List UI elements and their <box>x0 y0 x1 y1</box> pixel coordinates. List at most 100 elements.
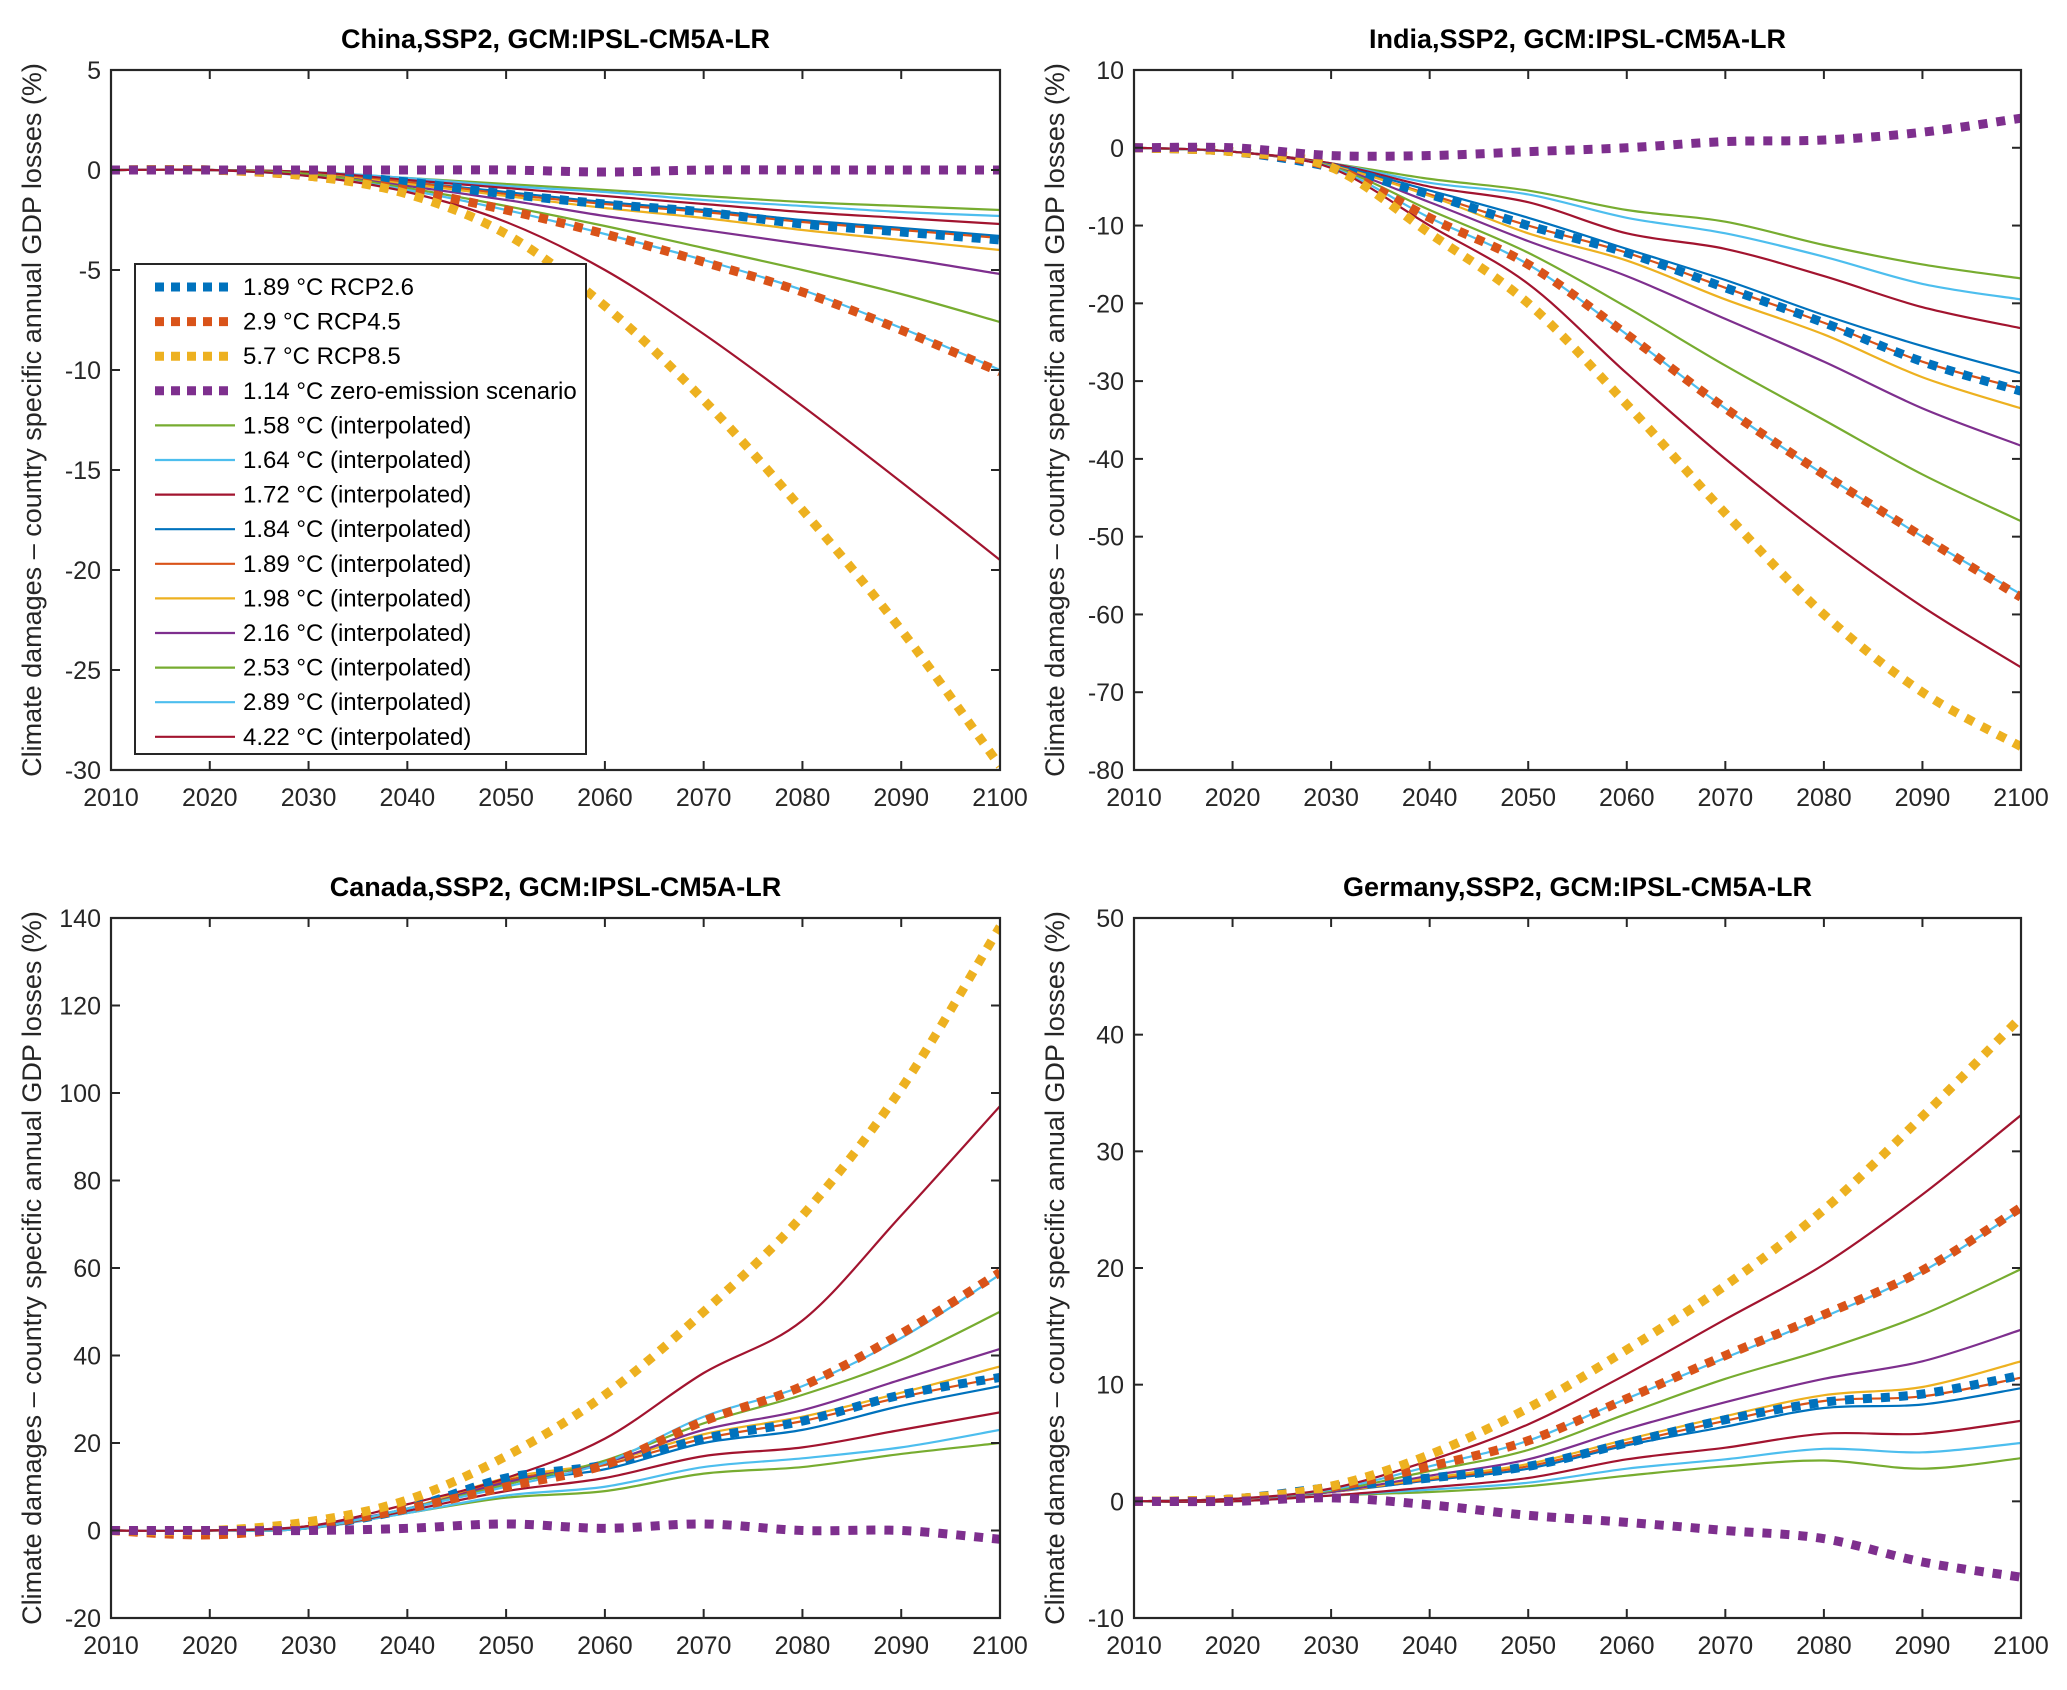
x-tick-label: 2090 <box>1895 784 1951 812</box>
x-tick-label: 2070 <box>676 1632 732 1660</box>
axes-box <box>1132 68 2023 772</box>
y-axis-label: Climate damages – country specific annua… <box>17 911 47 1625</box>
x-tick-label: 2030 <box>281 1632 337 1660</box>
y-tick-label: -30 <box>1088 368 1124 396</box>
x-tick-label: 2100 <box>972 1632 1028 1660</box>
plot-area <box>111 918 1000 1618</box>
series-group <box>1134 113 2021 751</box>
panel-china: 2010 2020 2030 2040 2050 2060 2070 2080 2090 2100… <box>17 24 1028 812</box>
y-tick-label: -10 <box>1088 1605 1124 1633</box>
series-line-5-7-c-rcp8-5 <box>111 165 1000 769</box>
x-tick-label: 2060 <box>1599 1632 1655 1660</box>
legend-label: 1.64 °C (interpolated) <box>243 447 471 474</box>
y-tick-label: -20 <box>1088 290 1124 318</box>
y-tick-label: 100 <box>59 1080 101 1108</box>
x-tick-label: 2040 <box>380 784 436 812</box>
legend-label: 1.84 °C (interpolated) <box>243 516 471 543</box>
legend-item: 1.89 °C (interpolated) <box>155 551 471 578</box>
legend-item: 2.89 °C (interpolated) <box>155 689 471 716</box>
y-tick-label: 0 <box>87 157 101 185</box>
plot-area <box>1134 918 2021 1618</box>
x-tick-label: 2100 <box>972 784 1028 812</box>
series-line-4-22-c-interpolated <box>1134 1114 2021 1503</box>
chart-title-china: China,SSP2, GCM:IPSL-CM5A-LR <box>341 24 770 54</box>
series-line-5-7-c-rcp8-5 <box>1134 1013 2021 1506</box>
y-tick-label: 10 <box>1096 57 1124 85</box>
y-tick-label: -80 <box>1088 757 1124 785</box>
y-tick-label: 50 <box>1096 905 1124 933</box>
legend-label: 1.58 °C (interpolated) <box>243 412 471 439</box>
y-axis-label: Climate damages – country specific annua… <box>1040 63 1070 777</box>
series-line-2-89-c-interpolated <box>111 1273 1000 1532</box>
y-tick-label: 80 <box>73 1168 101 1196</box>
y-axis-label: Climate damages – country specific annua… <box>1040 911 1070 1625</box>
series-line-4-22-c-interpolated <box>1134 146 2021 669</box>
x-tick-label: 2060 <box>577 1632 633 1660</box>
y-tick-label: -20 <box>65 1605 101 1633</box>
x-tick-label: 2010 <box>83 784 139 812</box>
legend-label: 2.9 °C RCP4.5 <box>243 309 401 336</box>
x-tick-label: 2020 <box>182 784 238 812</box>
legend-item: 1.14 °C zero-emission scenario <box>155 378 577 405</box>
x-tick-label: 2030 <box>1303 784 1359 812</box>
x-tick-label: 2030 <box>1303 1632 1359 1660</box>
legend-box <box>134 263 587 755</box>
x-tick-label: 2050 <box>1500 784 1556 812</box>
x-tick-label: 2020 <box>1205 1632 1261 1660</box>
y-tick-label: 60 <box>73 1255 101 1283</box>
y-tick-label: -10 <box>1088 213 1124 241</box>
chart-title-india: India,SSP2, GCM:IPSL-CM5A-LR <box>1369 24 1786 54</box>
x-tick-label: 2080 <box>775 1632 831 1660</box>
panel-germany: 2010 2020 2030 2040 2050 2060 2070 2080 2090 2100… <box>1040 872 2049 1660</box>
x-tick-label: 2020 <box>1205 784 1261 812</box>
legend-label: 2.16 °C (interpolated) <box>243 620 471 647</box>
series-group <box>1134 1013 2021 1582</box>
x-tick-label: 2010 <box>83 1632 139 1660</box>
y-tick-label: 30 <box>1096 1138 1124 1166</box>
legend-item: 1.72 °C (interpolated) <box>155 482 471 509</box>
series-line-5-7-c-rcp8-5 <box>1134 143 2021 751</box>
legend-item: 1.84 °C (interpolated) <box>155 516 471 543</box>
series-line-1-14-c-zero-emission-scenario <box>111 1519 1000 1544</box>
x-tick-label: 2010 <box>1106 784 1162 812</box>
y-tick-label: -15 <box>65 457 101 485</box>
legend-label: 1.98 °C (interpolated) <box>243 585 471 612</box>
y-tick-label: 0 <box>1110 135 1124 163</box>
x-tick-label: 2080 <box>1796 784 1852 812</box>
legend-label: 5.7 °C RCP8.5 <box>243 343 401 370</box>
y-tick-label: 5 <box>87 57 101 85</box>
x-tick-label: 2090 <box>1895 1632 1951 1660</box>
legend-item: 1.64 °C (interpolated) <box>155 447 471 474</box>
y-tick-label: -30 <box>65 757 101 785</box>
x-tick-label: 2070 <box>676 784 732 812</box>
chart-title-germany: Germany,SSP2, GCM:IPSL-CM5A-LR <box>1343 872 1812 902</box>
y-tick-label: 0 <box>1110 1488 1124 1516</box>
series-line-1-14-c-zero-emission-scenario <box>111 165 1000 177</box>
y-tick-label: -60 <box>1088 601 1124 629</box>
legend-label: 1.89 °C RCP2.6 <box>243 274 414 301</box>
x-tick-label: 2050 <box>478 1632 534 1660</box>
legend-label: 2.89 °C (interpolated) <box>243 689 471 716</box>
y-tick-label: -50 <box>1088 524 1124 552</box>
series-line-2-53-c-interpolated <box>111 168 1000 324</box>
x-tick-label: 2100 <box>1993 784 2049 812</box>
legend-label: 1.14 °C zero-emission scenario <box>243 378 577 405</box>
legend-item: 2.53 °C (interpolated) <box>155 655 471 682</box>
y-tick-label: -40 <box>1088 446 1124 474</box>
x-tick-label: 2090 <box>873 784 929 812</box>
y-tick-label: 0 <box>87 1518 101 1546</box>
panel-canada: 2010 2020 2030 2040 2050 2060 2070 2080 2090 2100… <box>17 872 1028 1660</box>
x-tick-label: 2090 <box>873 1632 929 1660</box>
legend-item: 5.7 °C RCP8.5 <box>155 343 401 370</box>
y-tick-label: 20 <box>1096 1255 1124 1283</box>
y-tick-label: 40 <box>1096 1022 1124 1050</box>
legend-item: 2.16 °C (interpolated) <box>155 620 471 647</box>
x-tick-label: 2050 <box>1500 1632 1556 1660</box>
y-tick-label: -5 <box>79 257 101 285</box>
series-line-1-89-c-rcp2-6 <box>111 1372 1000 1536</box>
legend-item: 4.22 °C (interpolated) <box>155 724 471 751</box>
y-tick-label: 10 <box>1096 1372 1124 1400</box>
series-group <box>111 165 1000 769</box>
x-tick-label: 2040 <box>380 1632 436 1660</box>
